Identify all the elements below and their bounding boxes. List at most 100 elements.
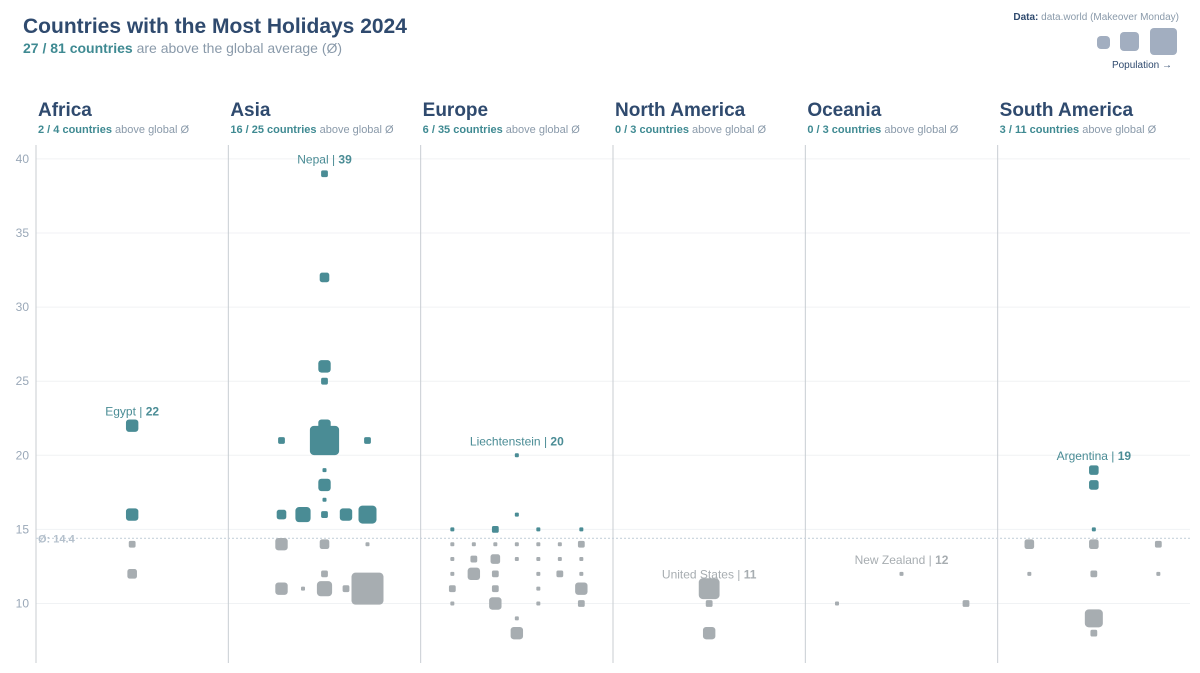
data-point [702, 626, 716, 640]
region-header-asia: Asia 16 / 25 countries above global Ø [230, 100, 393, 136]
data-point [1091, 527, 1096, 532]
data-point [316, 581, 333, 597]
region-name: Asia [230, 100, 271, 121]
data-point [556, 570, 564, 578]
source-label: Data: [1013, 12, 1039, 23]
data-point [275, 582, 288, 595]
data-point [1090, 570, 1098, 578]
region-name: Oceania [807, 100, 882, 121]
legend-label: Population → [1111, 60, 1172, 71]
legend-square-medium [1120, 32, 1139, 51]
region-subtitle: 6 / 35 countries above global Ø [423, 124, 580, 136]
data-point [339, 508, 353, 521]
point-annotation: United States | 11 [662, 568, 757, 582]
y-tick-label: 10 [16, 597, 30, 611]
data-point [1089, 539, 1099, 550]
legend-square-large [1150, 28, 1177, 55]
data-point [1154, 540, 1162, 548]
point-annotation: Nepal | 39 [297, 153, 352, 167]
data-point [125, 508, 139, 521]
data-point [536, 527, 541, 532]
data-point [467, 567, 481, 581]
data-point [364, 437, 371, 444]
data-point [491, 526, 499, 533]
data-point [536, 586, 541, 591]
y-tick-label: 30 [16, 300, 30, 314]
y-tick-label: 40 [16, 152, 30, 166]
data-point [321, 511, 328, 518]
source-text: data.world (Makeover Monday) [1038, 12, 1179, 23]
data-point [698, 578, 720, 600]
point-annotation: Argentina | 19 [1057, 449, 1132, 463]
annotation-value: 20 [550, 434, 564, 448]
data-point [450, 527, 455, 532]
data-point [471, 542, 476, 547]
point-annotation: Egypt | 22 [105, 405, 159, 419]
data-point [835, 601, 839, 606]
annotation-country: New Zealand | [855, 553, 936, 567]
data-point [514, 453, 519, 458]
region-name: Europe [422, 100, 489, 121]
population-legend [1096, 28, 1178, 56]
data-point [309, 425, 340, 456]
annotation-value: 19 [1118, 449, 1132, 463]
region-above-rest: above global Ø [316, 124, 394, 136]
region-header-north-america: North America 0 / 3 countries above globa… [615, 100, 766, 136]
point-annotation: New Zealand | 12 [855, 553, 949, 567]
annotation-value: 39 [338, 153, 352, 167]
data-point [962, 600, 970, 607]
data-point [510, 626, 524, 640]
data-point [1090, 629, 1098, 637]
region-subtitle: 16 / 25 countries above global Ø [230, 124, 393, 136]
region-header-oceania: Oceania 0 / 3 countries above global Ø [807, 100, 958, 136]
region-above-rest: above global Ø [688, 124, 767, 136]
region-header-europe: Europe 6 / 35 countries above global Ø [423, 100, 580, 136]
data-point [358, 505, 377, 524]
data-point [1027, 571, 1032, 576]
data-point [514, 616, 519, 621]
chart-subtitle: 27 / 81 countries are above the global a… [23, 40, 342, 56]
region-above-count: 16 / 25 countries [230, 124, 317, 136]
data-point [490, 554, 501, 564]
data-point [301, 586, 305, 591]
data-point [125, 419, 139, 432]
data-point [536, 557, 541, 562]
data-point [536, 571, 541, 576]
data-point [351, 572, 384, 605]
region-subtitle: 0 / 3 countries above global Ø [615, 124, 766, 136]
data-point [318, 478, 331, 492]
data-point [575, 582, 588, 595]
data-point [322, 468, 327, 473]
data-point [514, 542, 519, 547]
data-point [321, 377, 328, 385]
data-point [319, 539, 330, 550]
data-point [448, 585, 456, 593]
data-point [536, 601, 541, 606]
region-above-rest: above global Ø [502, 124, 580, 136]
region-subtitle: 3 / 11 countries above global Ø [1000, 124, 1157, 136]
region-above-rest: above global Ø [881, 124, 959, 136]
annotation-value: 22 [146, 405, 160, 419]
point-annotation: Liechtenstein | 20 [470, 434, 564, 448]
data-point [276, 509, 287, 520]
region-above-rest: above global Ø [1079, 124, 1157, 136]
region-subtitle: 0 / 3 countries above global Ø [807, 124, 958, 136]
data-point [577, 600, 585, 607]
region-above-count: 3 / 11 countries [999, 124, 1080, 136]
data-point [365, 542, 370, 547]
data-point [899, 571, 904, 576]
annotation-country: Nepal | [297, 153, 338, 167]
region-above-count: 0 / 3 countries [807, 124, 882, 136]
average-label: Ø: 14.4 [38, 533, 76, 545]
y-tick-label: 15 [16, 522, 30, 536]
region-header-africa: Africa 2 / 4 countries above global Ø [38, 100, 189, 136]
data-point [450, 557, 455, 562]
data-point [275, 538, 288, 551]
data-source: Data: data.world (Makeover Monday) [1013, 12, 1179, 23]
y-tick-label: 35 [16, 226, 30, 240]
data-point [493, 542, 498, 547]
annotation-value: 12 [935, 553, 949, 567]
annotation-country: United States | [662, 568, 744, 582]
y-tick-label: 25 [16, 374, 30, 388]
annotation-country: Argentina | [1057, 449, 1118, 463]
